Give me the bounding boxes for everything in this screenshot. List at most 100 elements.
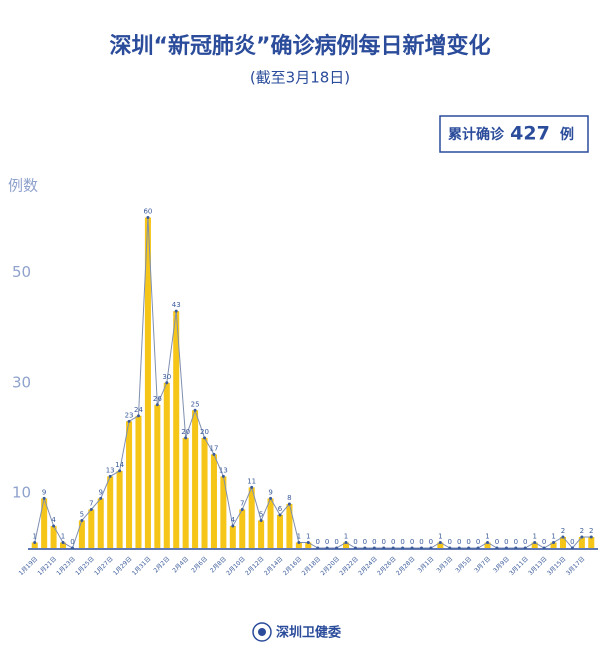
point <box>476 546 480 550</box>
x-tick-label: 2月20日 <box>320 556 342 578</box>
data-label: 0 <box>476 538 480 546</box>
x-tick-label: 2月24日 <box>357 556 379 578</box>
point <box>278 513 282 517</box>
point <box>127 419 131 423</box>
data-label: 30 <box>162 373 171 381</box>
data-label: 0 <box>570 538 574 546</box>
x-tick-label: 2月12日 <box>244 556 266 578</box>
bar <box>531 542 538 548</box>
point <box>325 546 329 550</box>
data-label: 9 <box>99 488 103 496</box>
data-label: 1 <box>32 532 36 540</box>
data-label: 4 <box>51 516 56 524</box>
data-label: 0 <box>391 538 395 546</box>
footer-logo-inner <box>258 628 266 636</box>
point <box>297 540 301 544</box>
x-tick-label: 3月13日 <box>527 556 549 578</box>
data-label: 0 <box>410 538 414 546</box>
x-tick-label: 1月31日 <box>131 556 153 578</box>
data-label: 0 <box>334 538 338 546</box>
bar <box>210 454 217 548</box>
x-tick-label: 2月26日 <box>376 556 398 578</box>
point <box>391 546 395 550</box>
x-tick-label: 1月27日 <box>93 556 115 578</box>
bar <box>144 217 151 549</box>
bar <box>97 498 104 548</box>
point <box>316 546 320 550</box>
point <box>33 540 37 544</box>
bar <box>163 382 170 548</box>
bar <box>135 415 142 548</box>
data-label: 0 <box>372 538 376 546</box>
point <box>221 474 225 478</box>
bar <box>31 542 38 548</box>
point <box>287 502 291 506</box>
bar <box>239 509 246 548</box>
point <box>486 540 490 544</box>
point <box>372 546 376 550</box>
point <box>52 524 56 528</box>
point <box>542 546 546 550</box>
bar <box>116 470 123 548</box>
point <box>353 546 357 550</box>
data-label: 23 <box>125 411 134 419</box>
x-tick-label: 2月14日 <box>263 556 285 578</box>
y-tick-label: 50 <box>12 263 31 281</box>
data-label: 1 <box>485 532 489 540</box>
point <box>136 414 140 418</box>
data-label: 0 <box>315 538 319 546</box>
data-label: 0 <box>325 538 329 546</box>
point <box>467 546 471 550</box>
y-tick-label: 30 <box>12 373 31 391</box>
point <box>184 436 188 440</box>
x-tick-label: 2月28日 <box>395 556 417 578</box>
total-suffix: 例 <box>560 126 574 143</box>
data-label: 2 <box>580 527 584 535</box>
point <box>589 535 593 539</box>
point <box>533 540 537 544</box>
data-label: 25 <box>191 400 200 408</box>
bar <box>59 542 67 548</box>
point <box>165 381 169 385</box>
x-tick-label: 2月4日 <box>171 556 190 575</box>
bar <box>484 542 491 548</box>
data-label: 14 <box>115 461 124 469</box>
data-label: 9 <box>42 488 46 496</box>
point <box>240 507 244 511</box>
x-tick-label: 1月29日 <box>112 556 134 578</box>
data-label: 0 <box>542 538 546 546</box>
total-value: 427 <box>510 123 550 145</box>
point <box>61 540 65 544</box>
point <box>42 496 46 500</box>
bar <box>578 536 585 548</box>
x-tick-label: 3月7日 <box>473 556 492 575</box>
bar <box>276 514 284 548</box>
point <box>410 546 414 550</box>
x-tick-label: 2月10日 <box>225 556 247 578</box>
data-label: 0 <box>457 538 461 546</box>
point <box>231 524 235 528</box>
data-label: 0 <box>448 538 452 546</box>
bar <box>154 404 161 548</box>
point <box>155 403 159 407</box>
bar <box>248 487 255 548</box>
total-box <box>439 115 589 153</box>
point <box>99 496 103 500</box>
x-tick-label: 2月6日 <box>190 556 209 575</box>
data-label: 20 <box>200 428 209 436</box>
point <box>419 546 423 550</box>
data-label: 0 <box>382 538 386 546</box>
data-label: 1 <box>306 532 310 540</box>
y-tick-label: 10 <box>12 483 31 501</box>
data-label: 20 <box>181 428 190 436</box>
bar <box>588 536 595 548</box>
data-label: 1 <box>344 532 348 540</box>
point <box>269 496 273 500</box>
bar <box>88 509 95 548</box>
point <box>80 518 84 522</box>
footer: 深圳卫健委 <box>276 625 341 641</box>
data-label: 0 <box>353 538 357 546</box>
x-tick-label: 3月3日 <box>435 556 454 575</box>
data-label: 60 <box>143 208 152 216</box>
data-label: 0 <box>495 538 499 546</box>
